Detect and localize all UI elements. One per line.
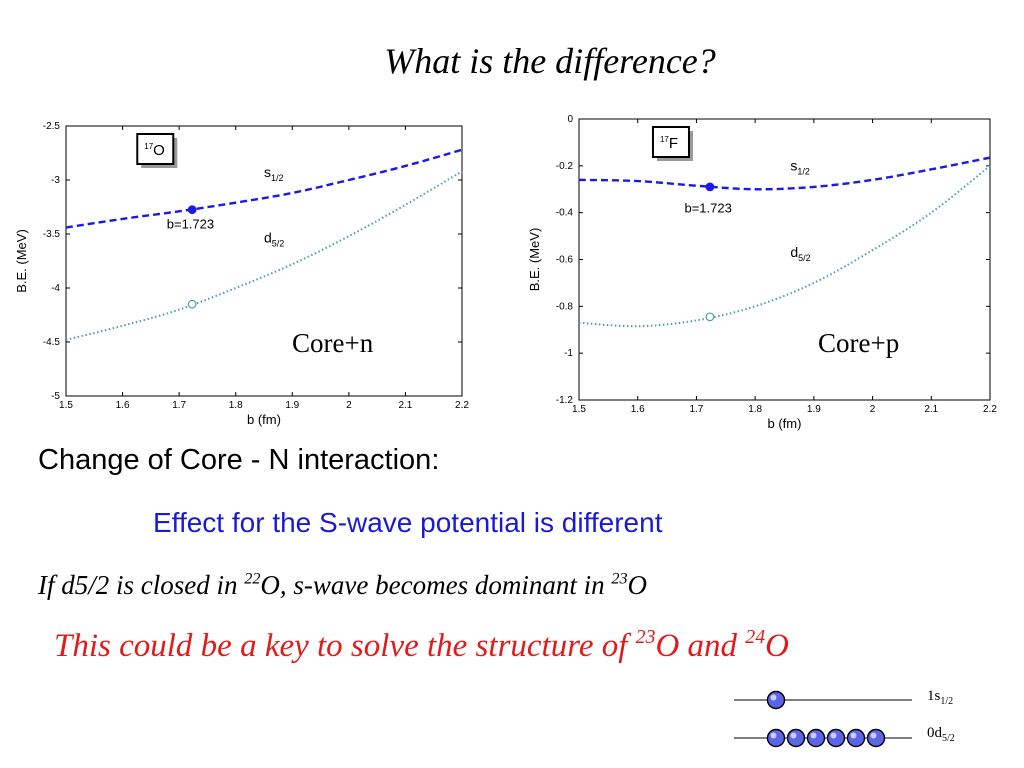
key-text-2: O and	[655, 628, 746, 664]
nucleon	[766, 690, 786, 710]
change-label: Change of Core - N interaction:	[38, 444, 440, 476]
key-text-3: O	[765, 628, 789, 664]
nucleon	[846, 728, 866, 748]
x-tick-label: 2.2	[455, 400, 469, 411]
nucleon-highlight	[790, 732, 797, 739]
marker-open	[187, 299, 197, 309]
x-tick-label: 1.5	[59, 400, 73, 411]
inset-box	[136, 133, 175, 165]
mass-number: 22	[244, 569, 261, 588]
inset-nucleus-label: 17O	[144, 142, 165, 159]
nucleon-highlight	[770, 694, 777, 701]
x-tick-label: 2	[870, 404, 876, 415]
closed-shell-line: If d5/2 is closed in 22O, s-wave becomes…	[38, 570, 647, 601]
marker-open	[705, 312, 715, 322]
y-tick-label: -4.5	[43, 337, 61, 348]
nucleon	[826, 728, 846, 748]
level-sub: 5/2	[942, 733, 955, 744]
x-tick-label: 1.6	[116, 400, 130, 411]
y-tick-label: -3.5	[43, 229, 61, 240]
b-value-annotation: b=1.723	[684, 201, 731, 216]
level-sub: 1/2	[940, 696, 954, 707]
chart-17F: 1.5 1.6 1.7 1.8 1.9 2 2.1 2.2 0 -0.2 -0.4 -0.6 -0.8 -…	[527, 114, 997, 431]
series-label: s1/2	[264, 164, 284, 183]
mass-number: 23	[635, 626, 656, 649]
x-tick-label: 1.9	[807, 404, 821, 415]
x-tick-label: 1.8	[748, 404, 762, 415]
core-p-label: Core+p	[818, 328, 900, 358]
y-tick-label: -0.4	[556, 208, 574, 219]
y-tick-label: -3	[51, 175, 60, 186]
level-main: 1s	[927, 688, 941, 704]
key-text-1: This could be a key to solve the structu…	[54, 628, 636, 664]
y-tick-label: -4	[51, 283, 60, 294]
marker-filled	[187, 205, 197, 215]
nucleon-highlight	[770, 732, 777, 739]
slide-title: What is the difference?	[384, 41, 716, 81]
level-main: 0d	[927, 725, 942, 741]
y-tick-label: -1	[564, 348, 573, 359]
series-label: d5/2	[264, 230, 284, 249]
y-tick-label: -0.6	[556, 255, 574, 266]
x-tick-label: 1.7	[172, 400, 186, 411]
x-axis-label: b (fm)	[768, 416, 802, 431]
plot-frame	[578, 118, 991, 401]
mass-number: 23	[611, 569, 628, 588]
nucleon	[866, 728, 886, 748]
core-n-label: Core+n	[292, 328, 374, 358]
x-tick-label: 1.6	[631, 404, 645, 415]
series-label: s1/2	[790, 158, 810, 177]
plot-frame	[65, 125, 463, 397]
series-label: d5/2	[790, 244, 810, 263]
nucleon-highlight	[830, 732, 837, 739]
closed-text-2: O, s-wave becomes dominant in	[260, 570, 612, 600]
y-tick-label: -1.2	[556, 395, 574, 406]
nucleon-highlight	[870, 732, 877, 739]
series-line-s	[578, 156, 991, 191]
nucleon	[766, 728, 786, 748]
x-axis-label: b (fm)	[247, 412, 281, 427]
mass-number: 24	[745, 626, 766, 649]
effect-label: Effect for the S-wave potential is diffe…	[153, 507, 663, 538]
marker-filled	[705, 182, 715, 192]
x-tick-label: 2.1	[924, 404, 938, 415]
y-tick-label: -0.8	[556, 301, 574, 312]
x-tick-label: 1.9	[285, 400, 299, 411]
y-tick-label: -5	[51, 391, 60, 402]
key-line: This could be a key to solve the structu…	[54, 626, 789, 665]
chart-17O: 1.5 1.6 1.7 1.8 1.9 2 2.1 2.2 -2.5 -3 -3.5 -4 -4.5 -5…	[14, 121, 469, 427]
series-line-d	[65, 170, 463, 341]
shell-level-diagram	[734, 690, 912, 748]
inset-box	[651, 126, 690, 158]
x-tick-label: 1.8	[229, 400, 243, 411]
y-axis-label: B.E. (MeV)	[527, 228, 542, 292]
b-value-annotation: b=1.723	[167, 217, 214, 232]
nucleon	[806, 728, 826, 748]
inset-nucleus-label: 17F	[660, 135, 678, 152]
x-tick-label: 2.1	[398, 400, 412, 411]
x-tick-label: 2	[346, 400, 352, 411]
y-tick-label: 0	[567, 114, 573, 125]
nucleon	[786, 728, 806, 748]
x-tick-label: 1.7	[689, 404, 703, 415]
y-axis-label: B.E. (MeV)	[14, 229, 29, 293]
level-0d-label: 0d5/2	[927, 725, 955, 744]
y-tick-label: -2.5	[43, 121, 61, 132]
series-line-s	[65, 148, 463, 229]
closed-text-3: O	[627, 570, 648, 600]
closed-text-1: If d5/2 is closed in	[38, 570, 245, 600]
y-tick-label: -0.2	[556, 161, 574, 172]
nucleon-highlight	[810, 732, 817, 739]
x-tick-label: 2.2	[983, 404, 997, 415]
x-tick-label: 1.5	[572, 404, 586, 415]
level-1s-label: 1s1/2	[927, 688, 953, 707]
nucleon-highlight	[850, 732, 857, 739]
series-line-d	[578, 165, 991, 328]
